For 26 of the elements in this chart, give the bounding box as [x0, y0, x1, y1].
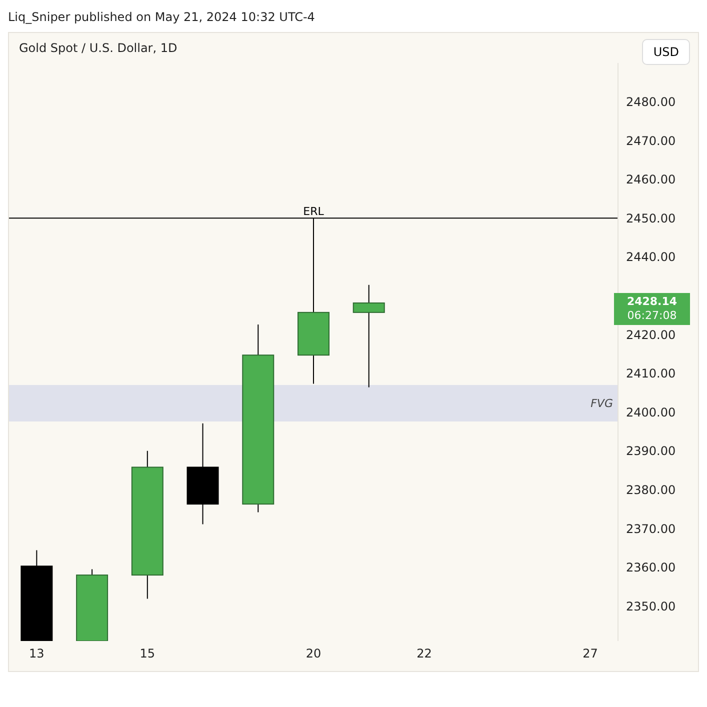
y-tick-label: 2410.00	[626, 366, 676, 381]
y-tick-label: 2390.00	[626, 444, 676, 458]
y-tick-label: 2350.00	[626, 599, 676, 614]
x-tick-label: 27	[582, 646, 598, 661]
x-tick-label: 15	[140, 646, 156, 661]
text: 2428.14	[626, 294, 678, 309]
x-tick-label: 20	[306, 646, 322, 661]
y-tick-label: 2420.00	[626, 328, 676, 342]
candlestick	[352, 284, 385, 388]
ref-line-label: ERL	[303, 204, 325, 218]
x-tick-label: 13	[29, 646, 44, 661]
y-tick-label: 2400.00	[626, 405, 676, 420]
text: 06:27:08	[626, 308, 678, 323]
text: Liq_Sniper published on May 21, 2024 10:32 UTC-4	[8, 9, 316, 26]
chart-title: Gold Spot / U.S. Dollar, 1D	[19, 41, 178, 55]
band-label: FVG	[590, 397, 613, 410]
y-tick-label: 2440.00	[626, 250, 676, 264]
y-tick-label: 2460.00	[626, 172, 676, 187]
y-tick-label: 2470.00	[626, 134, 676, 148]
y-tick-label: 2480.00	[626, 95, 676, 110]
x-tick-label: 22	[416, 646, 432, 661]
y-tick-label: 2370.00	[626, 522, 676, 536]
y-tick-label: 2450.00	[626, 211, 676, 226]
y-tick-label: 2380.00	[626, 482, 676, 497]
y-tick-label: 2360.00	[626, 560, 676, 575]
text: USD	[642, 39, 690, 65]
